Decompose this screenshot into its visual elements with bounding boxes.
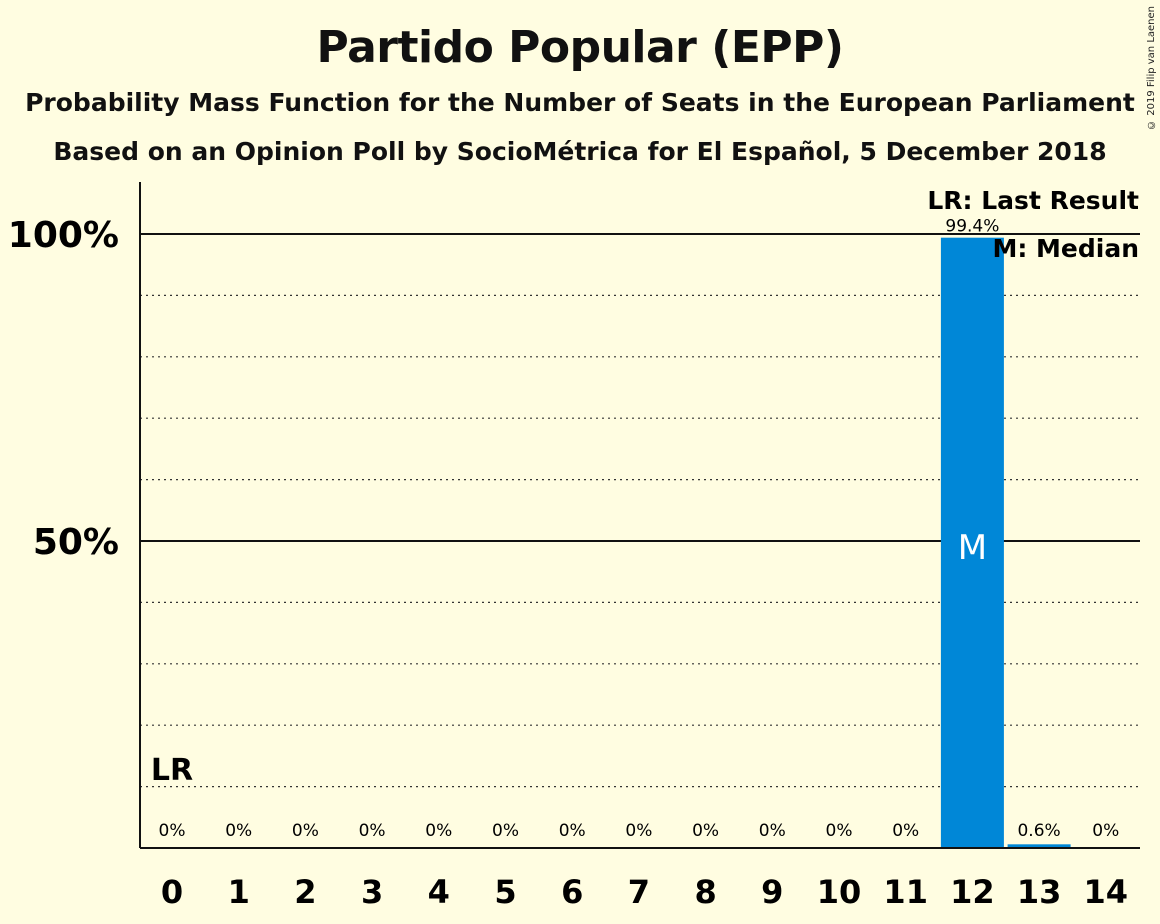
bar-value-label: 0% — [359, 821, 386, 841]
x-tick-label: 12 — [950, 873, 995, 911]
legend-last-result: LR: Last Result — [927, 186, 1139, 215]
bar-value-label: 0% — [425, 821, 452, 841]
x-tick-label: 1 — [228, 873, 250, 911]
x-tick-label: 2 — [294, 873, 316, 911]
bar-value-label: 99.4% — [945, 217, 999, 237]
y-tick-label: 100% — [8, 215, 119, 256]
bar-value-label: 0% — [826, 821, 853, 841]
x-tick-label: 5 — [494, 873, 516, 911]
x-tick-label: 4 — [428, 873, 450, 911]
median-marker: M — [958, 528, 987, 568]
bar-value-label: 0.6% — [1017, 821, 1060, 841]
x-tick-label: 14 — [1084, 873, 1129, 911]
x-tick-label: 6 — [561, 873, 583, 911]
x-tick-label: 8 — [694, 873, 716, 911]
chart-source-line: Based on an Opinion Poll by SocioMétrica… — [53, 137, 1107, 166]
bar-value-label: 0% — [759, 821, 786, 841]
legend-median: M: Median — [992, 234, 1139, 263]
x-tick-label: 7 — [628, 873, 650, 911]
bar-value-label: 0% — [1092, 821, 1119, 841]
bar-value-label: 0% — [625, 821, 652, 841]
last-result-marker: LR — [151, 753, 193, 788]
bar-seat-13 — [1007, 844, 1071, 848]
chart-title: Partido Popular (EPP) — [316, 22, 844, 73]
x-tick-label: 9 — [761, 873, 783, 911]
x-tick-label: 3 — [361, 873, 383, 911]
x-tick-label: 11 — [883, 873, 928, 911]
x-tick-label: 10 — [817, 873, 862, 911]
bar-value-label: 0% — [892, 821, 919, 841]
bar-value-label: 0% — [692, 821, 719, 841]
bar-value-label: 0% — [159, 821, 186, 841]
y-tick-label: 50% — [33, 522, 119, 563]
chart-subtitle: Probability Mass Function for the Number… — [25, 88, 1135, 117]
bar-value-label: 0% — [559, 821, 586, 841]
x-tick-label: 0 — [161, 873, 183, 911]
bar-seat-12 — [940, 237, 1004, 848]
bar-value-label: 0% — [292, 821, 319, 841]
bar-value-label: 0% — [225, 821, 252, 841]
x-tick-label: 13 — [1017, 873, 1062, 911]
bar-value-label: 0% — [492, 821, 519, 841]
